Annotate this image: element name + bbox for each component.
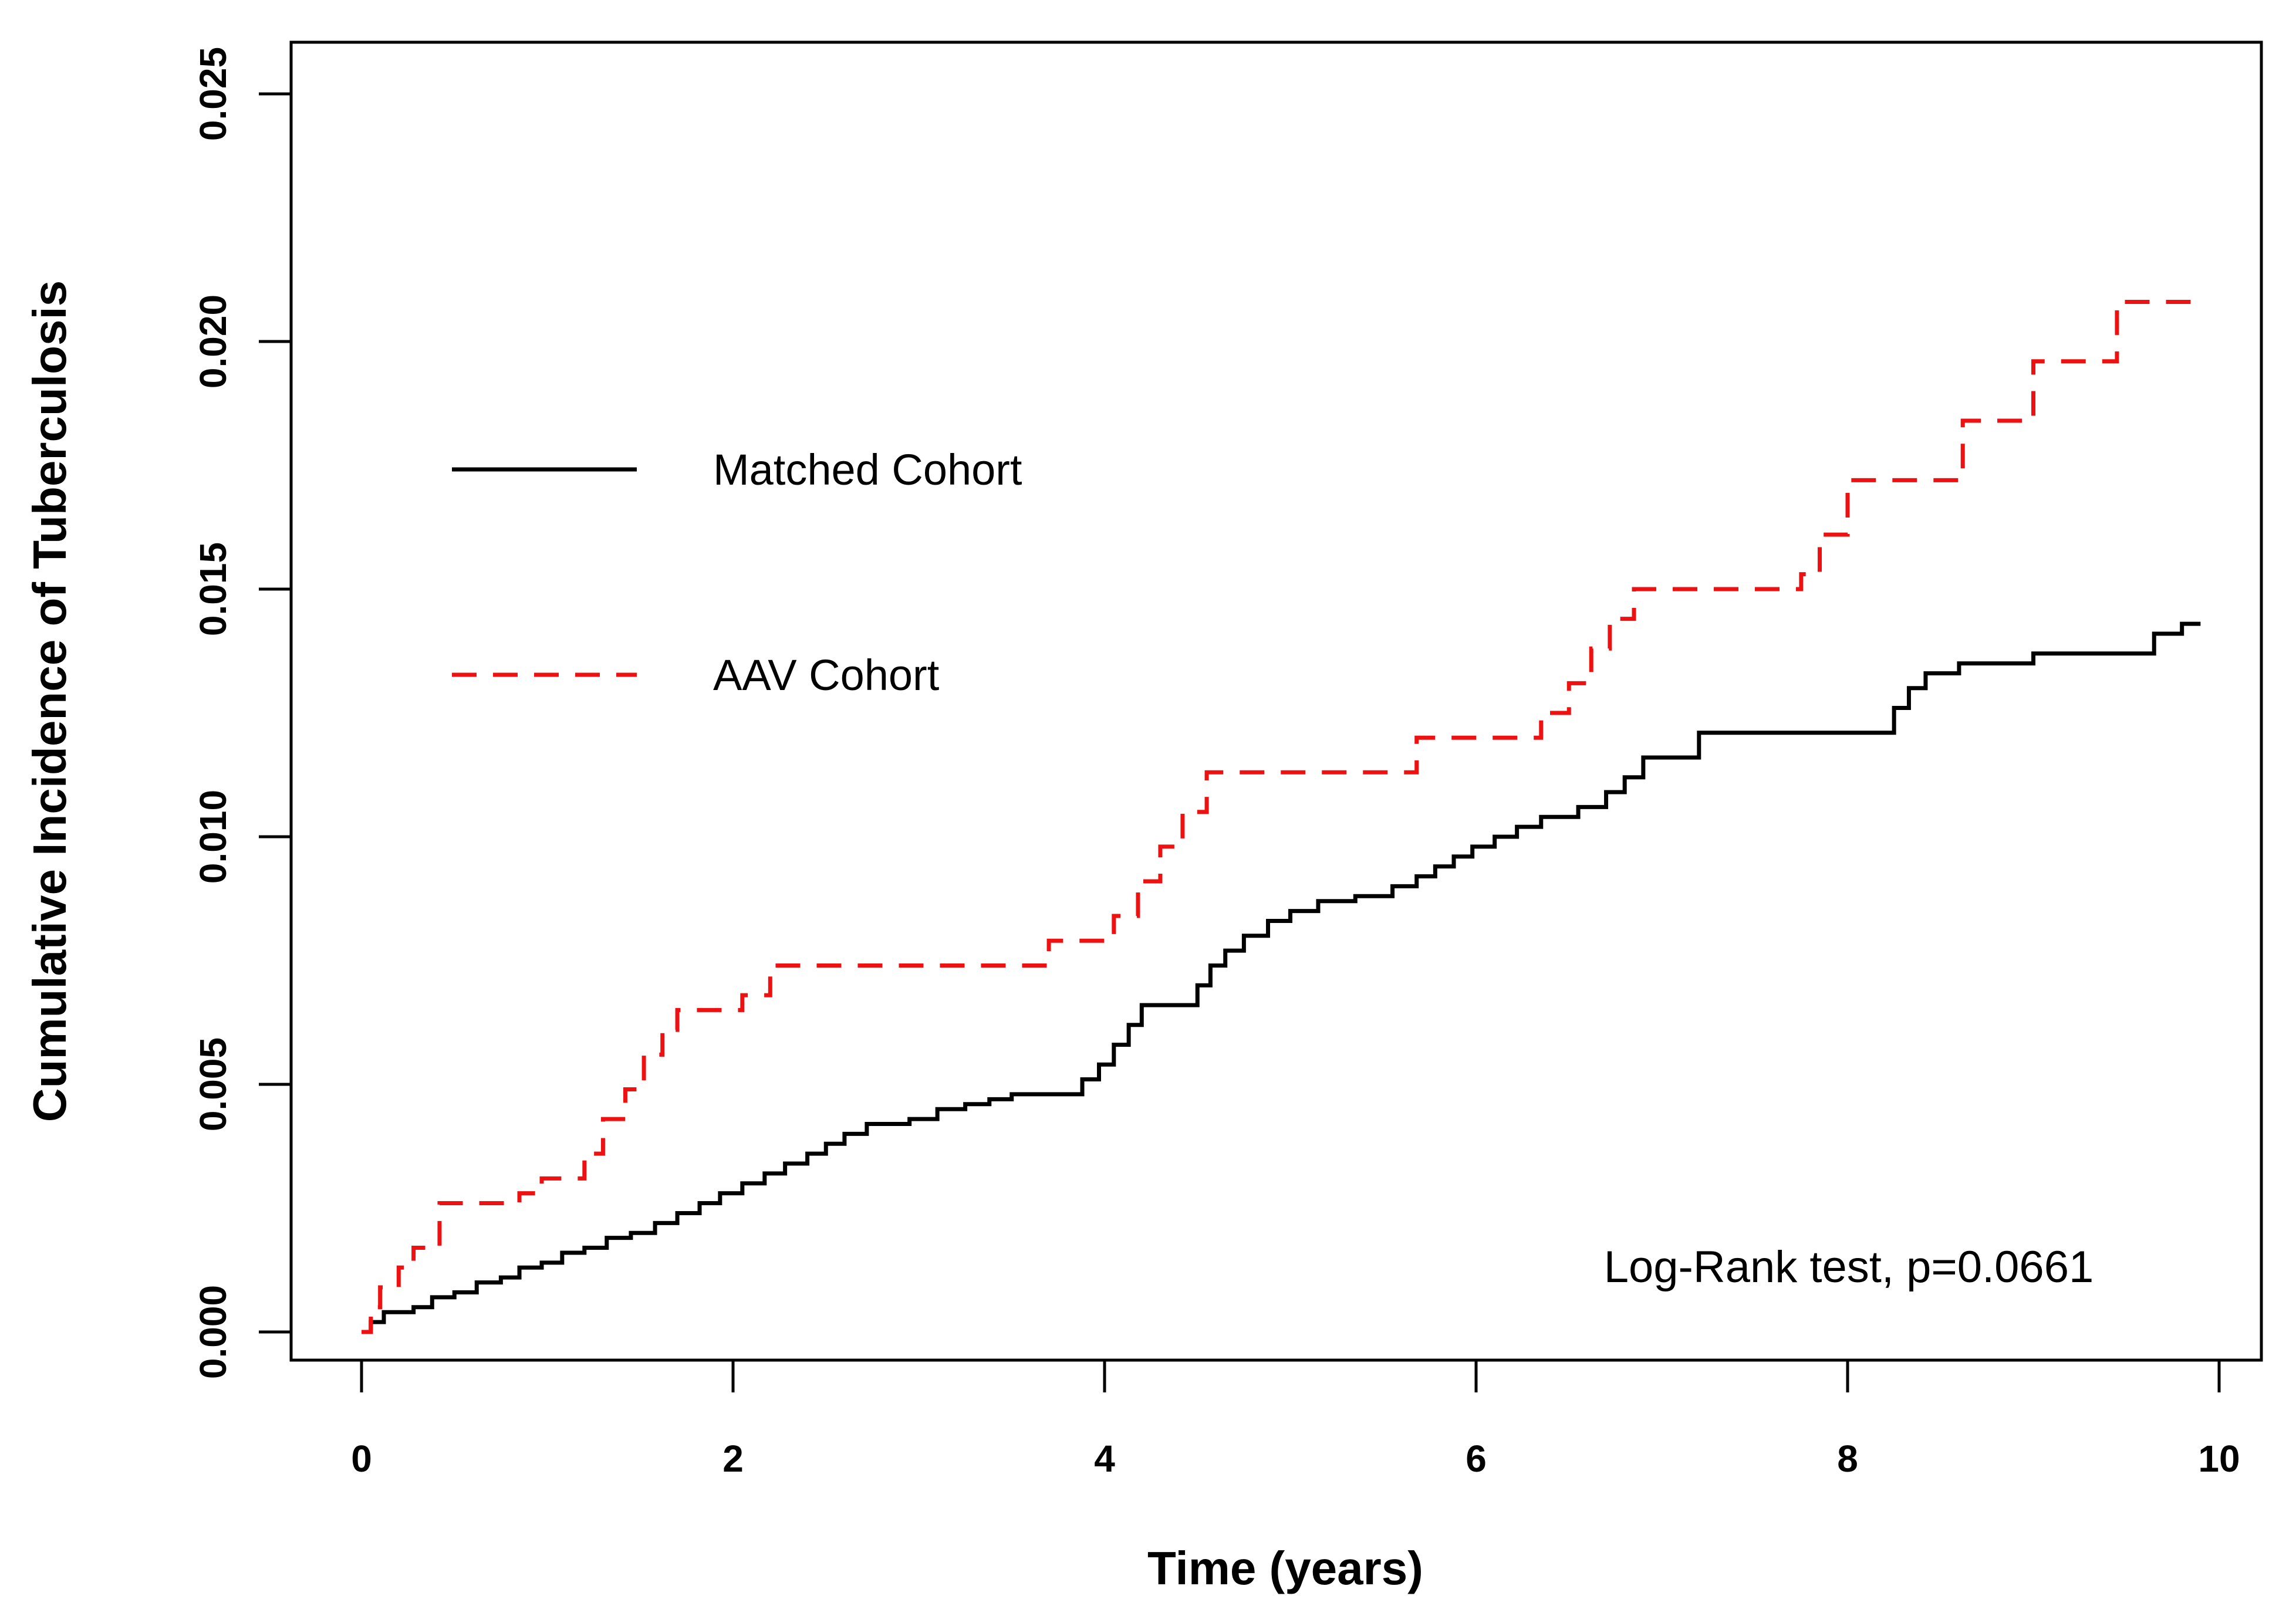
y-axis: 0.000 0.005 0.010 0.015 0.020 0.025: [192, 47, 291, 1379]
x-tick-label: 10: [2198, 1438, 2240, 1480]
plot-area-border: [289, 40, 2263, 1362]
x-tick-label: 4: [1094, 1438, 1115, 1480]
aav-cohort-curve: [362, 299, 2201, 1334]
matched-cohort-curve: [362, 621, 2201, 1334]
y-tick-label: 0.015: [192, 542, 234, 636]
x-tick-label: 6: [1466, 1438, 1487, 1480]
legend-label-matched-cohort: Matched Cohort: [713, 445, 1022, 494]
x-tick-label: 8: [1837, 1438, 1858, 1480]
y-tick-label: 0.025: [192, 47, 234, 141]
x-tick-label: 0: [351, 1438, 372, 1480]
y-tick-label: 0.000: [192, 1285, 234, 1379]
series-layer: [362, 299, 2201, 1334]
legend: Matched Cohort AAV Cohort: [452, 445, 1022, 699]
x-axis-title: Time (years): [1147, 1542, 1423, 1594]
logrank-annotation: Log-Rank test, p=0.0661: [1604, 1242, 2094, 1292]
y-tick-label: 0.020: [192, 295, 234, 388]
y-tick-label: 0.010: [192, 790, 234, 884]
y-axis-title: Cumulative Incidence of Tuberculosis: [23, 280, 76, 1122]
legend-label-aav-cohort: AAV Cohort: [713, 651, 940, 699]
x-tick-label: 2: [722, 1438, 744, 1480]
x-axis: 0 2 4 6 8 10: [351, 1360, 2240, 1480]
y-tick-label: 0.005: [192, 1037, 234, 1131]
